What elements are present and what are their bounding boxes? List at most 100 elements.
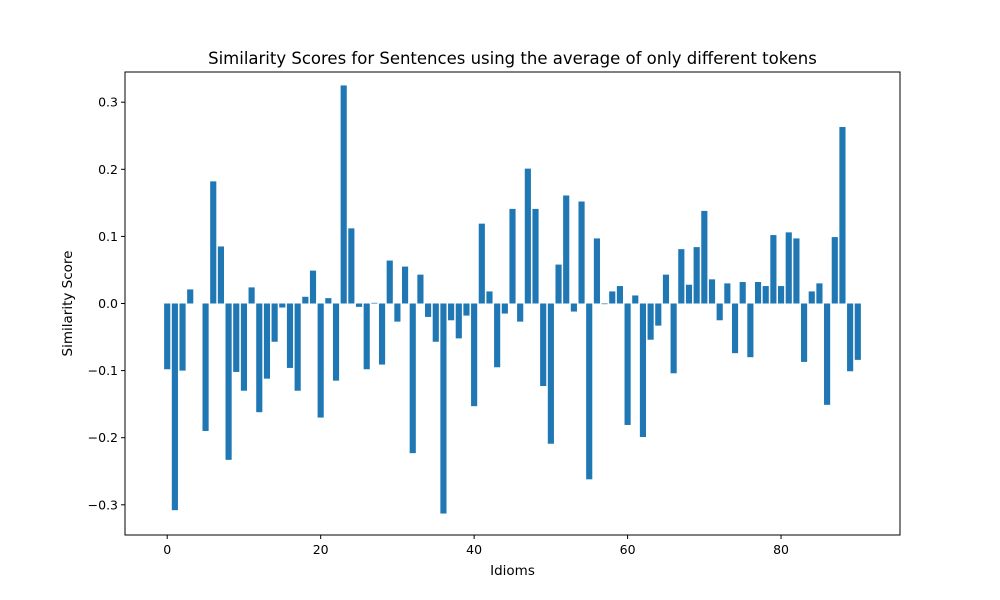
bar-26 <box>363 303 370 370</box>
y-axis: −0.3 −0.2 −0.1 0.0 0.1 0.2 0.3 <box>88 95 125 512</box>
bar-30 <box>394 303 401 322</box>
bar-62 <box>639 303 647 438</box>
bar-42 <box>486 291 493 304</box>
bar-19 <box>309 270 317 304</box>
bar-11 <box>248 287 255 304</box>
bar-45 <box>509 208 516 304</box>
bar-41 <box>478 223 485 304</box>
bar-47 <box>524 168 531 304</box>
bar-76 <box>747 303 754 358</box>
bar-25 <box>355 303 363 307</box>
y-tick-label: −0.2 <box>88 430 118 445</box>
bar-48 <box>532 208 539 304</box>
bar-17 <box>294 303 301 391</box>
bar-5 <box>202 303 209 431</box>
y-axis-label: Similarity Score <box>60 251 76 357</box>
bar-32 <box>409 303 416 454</box>
x-tick-label: 20 <box>313 542 329 557</box>
bar-71 <box>708 279 716 304</box>
y-tick-label: −0.1 <box>88 363 118 378</box>
bar-37 <box>448 303 455 321</box>
x-tick-label: 80 <box>773 542 789 557</box>
bar-33 <box>417 274 424 304</box>
bar-52 <box>563 195 570 304</box>
bar-15 <box>279 303 286 308</box>
bar-63 <box>647 303 654 340</box>
bar-85 <box>816 283 823 304</box>
bar-67 <box>678 249 685 304</box>
bar-16 <box>286 303 294 368</box>
bar-1 <box>171 303 178 511</box>
bar-3 <box>187 289 194 304</box>
bar-60 <box>624 303 631 425</box>
bar-78 <box>762 286 769 304</box>
bar-31 <box>402 266 409 304</box>
bar-69 <box>693 247 700 304</box>
bar-79 <box>770 235 777 304</box>
bar-21 <box>325 298 332 304</box>
bar-55 <box>586 303 593 480</box>
y-tick-label: 0.2 <box>98 162 118 177</box>
bar-38 <box>455 303 462 339</box>
y-tick-label: −0.3 <box>88 497 118 512</box>
bar-88 <box>839 127 846 304</box>
bar-64 <box>655 303 662 326</box>
bar-6 <box>210 181 217 304</box>
bar-87 <box>831 237 838 304</box>
bar-72 <box>716 303 723 321</box>
bar-2 <box>179 303 186 371</box>
bar-84 <box>808 291 815 304</box>
bar-22 <box>332 303 340 381</box>
bar-34 <box>425 303 432 317</box>
bar-83 <box>801 303 808 362</box>
bar-18 <box>302 296 309 304</box>
y-tick-label: 0.1 <box>98 229 118 244</box>
bar-24 <box>348 228 355 304</box>
bar-61 <box>632 295 639 304</box>
bar-9 <box>233 303 240 372</box>
bar-82 <box>793 238 800 304</box>
chart-title: Similarity Scores for Sentences using th… <box>208 49 817 68</box>
bar-35 <box>432 303 439 342</box>
bar-58 <box>609 291 616 304</box>
x-tick-label: 60 <box>620 542 636 557</box>
x-tick-label: 40 <box>466 542 482 557</box>
bar-49 <box>540 303 547 387</box>
bars-group <box>164 85 861 514</box>
bar-28 <box>378 303 386 365</box>
bar-36 <box>440 303 447 514</box>
bar-90 <box>854 303 861 360</box>
bar-51 <box>555 264 562 304</box>
x-tick-label: 0 <box>163 542 171 557</box>
bar-80 <box>778 286 785 304</box>
bar-65 <box>662 274 670 304</box>
x-axis-label: Idioms <box>490 563 535 579</box>
bar-66 <box>670 303 677 374</box>
y-tick-label: 0.0 <box>98 296 118 311</box>
bar-89 <box>847 303 854 372</box>
bar-54 <box>578 201 585 304</box>
bar-44 <box>501 303 508 314</box>
y-tick-label: 0.3 <box>98 95 118 110</box>
bar-59 <box>616 286 623 304</box>
bar-14 <box>271 303 278 342</box>
bar-39 <box>463 303 470 316</box>
bar-27 <box>371 302 378 304</box>
bar-40 <box>471 303 478 407</box>
x-axis: 0 20 40 60 80 <box>163 535 789 557</box>
bar-56 <box>593 238 600 304</box>
bar-46 <box>517 303 524 322</box>
bar-43 <box>494 303 501 368</box>
bar-77 <box>754 282 762 304</box>
bar-8 <box>225 303 232 460</box>
bar-73 <box>724 283 731 304</box>
bar-70 <box>701 210 708 304</box>
bar-86 <box>824 303 831 405</box>
bar-68 <box>685 284 693 304</box>
bar-12 <box>256 303 263 413</box>
bar-53 <box>570 303 577 312</box>
bar-23 <box>340 85 347 304</box>
bar-81 <box>785 232 792 304</box>
